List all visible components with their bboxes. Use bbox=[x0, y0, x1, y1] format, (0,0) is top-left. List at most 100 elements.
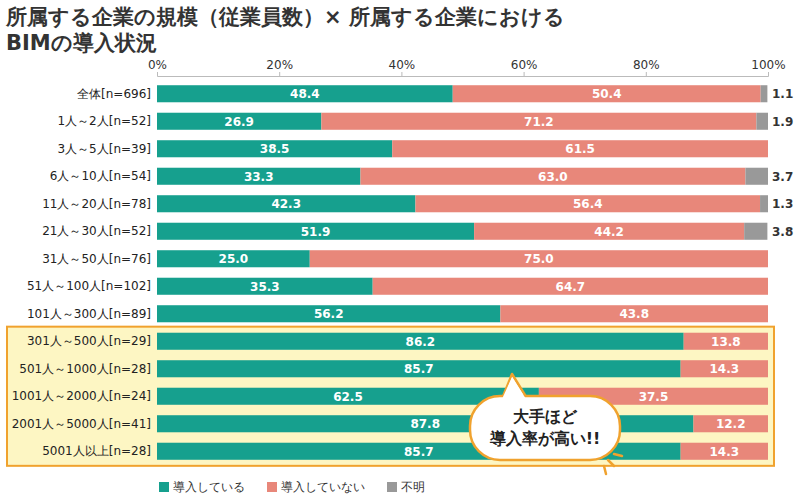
category-label: 全体[n=696] bbox=[77, 87, 151, 101]
category-label: 6人～10人[n=54] bbox=[50, 169, 151, 183]
x-axis: 0% 20% 40% 60% 80% 100% bbox=[148, 58, 786, 77]
data-label: 50.4 bbox=[592, 87, 622, 101]
legend-label: 導入している bbox=[173, 480, 245, 494]
y-tick: 全体[n=696] bbox=[77, 87, 157, 101]
data-label: 37.5 bbox=[639, 390, 669, 404]
bar-segment bbox=[693, 415, 768, 432]
legend-swatch bbox=[159, 482, 169, 492]
x-tick-label: 0% bbox=[148, 58, 167, 72]
x-axis-line bbox=[158, 72, 769, 77]
category-label: 101人～300人[n=89] bbox=[27, 307, 151, 321]
bar-segment bbox=[157, 333, 684, 350]
data-label: 51.9 bbox=[301, 225, 331, 239]
x-tick-mark bbox=[524, 72, 525, 76]
legend-item: 導入している bbox=[159, 480, 245, 494]
data-label: 85.7 bbox=[404, 362, 434, 376]
x-tick: 20% bbox=[266, 58, 293, 76]
data-label: 86.2 bbox=[406, 335, 436, 349]
legend-swatch bbox=[267, 482, 277, 492]
y-tick: 1人～2人[n=52] bbox=[57, 114, 157, 128]
annotation-burst bbox=[614, 454, 622, 456]
bar-segment bbox=[761, 85, 768, 102]
data-label: 44.2 bbox=[594, 225, 624, 239]
bar-segment bbox=[373, 278, 768, 295]
x-tick-mark bbox=[768, 72, 769, 76]
data-label: 1.3 bbox=[772, 197, 793, 211]
bar-segment bbox=[681, 360, 768, 377]
x-tick-label: 40% bbox=[389, 58, 416, 72]
y-tick: 5001人以上[n=28] bbox=[42, 444, 157, 458]
bar-segment bbox=[453, 85, 761, 102]
bar-segment bbox=[157, 250, 310, 267]
data-label: 14.3 bbox=[710, 362, 740, 376]
bar-segment bbox=[157, 305, 500, 322]
highlight-box bbox=[7, 327, 774, 466]
data-label: 38.5 bbox=[260, 142, 290, 156]
data-label: 61.5 bbox=[565, 142, 595, 156]
bar-segment bbox=[745, 168, 768, 185]
y-tick: 11人～20人[n=78] bbox=[42, 197, 157, 211]
data-label: 13.8 bbox=[711, 335, 741, 349]
data-label: 56.4 bbox=[573, 197, 603, 211]
x-tick-mark bbox=[279, 72, 280, 76]
bar-segment bbox=[681, 443, 768, 460]
legend-swatch bbox=[387, 482, 397, 492]
data-label: 35.3 bbox=[250, 280, 280, 294]
data-label: 85.7 bbox=[404, 445, 434, 459]
category-label: 3人～5人[n=39] bbox=[57, 142, 151, 156]
category-label: 31人～50人[n=76] bbox=[42, 252, 151, 266]
bar-segment bbox=[500, 305, 768, 322]
annotation-text: 導入率が高い!! bbox=[489, 429, 601, 448]
category-label: 21人～30人[n=52] bbox=[42, 224, 151, 238]
y-tick: 21人～30人[n=52] bbox=[42, 224, 157, 238]
x-tick-label: 100% bbox=[751, 58, 785, 72]
bar-segment bbox=[157, 168, 360, 185]
data-label: 71.2 bbox=[524, 115, 554, 129]
data-label: 42.3 bbox=[271, 197, 301, 211]
annotation-tail-cover bbox=[502, 377, 526, 399]
legend-label: 導入していない bbox=[281, 480, 365, 494]
chart: 所属する企業の規模（従業員数）× 所属する企業におけるBIMの導入状況 0% 20%… bbox=[0, 0, 800, 500]
x-tick-label: 80% bbox=[633, 58, 660, 72]
category-label: 11人～20人[n=78] bbox=[42, 197, 151, 211]
legend-label: 不明 bbox=[401, 480, 425, 494]
bar-segment bbox=[756, 113, 768, 130]
y-tick: 6人～10人[n=54] bbox=[50, 169, 157, 183]
data-label: 64.7 bbox=[556, 280, 586, 294]
x-tick-label: 20% bbox=[266, 58, 293, 72]
category-label: 51人～100人[n=102] bbox=[27, 279, 151, 293]
data-label: 63.0 bbox=[538, 170, 568, 184]
annotation-text: 大手ほど bbox=[513, 407, 578, 426]
y-tick: 1001人～2000人[n=24] bbox=[12, 389, 157, 403]
legend-item: 導入していない bbox=[267, 480, 365, 494]
data-label: 1.9 bbox=[772, 115, 793, 129]
x-tick-mark bbox=[401, 72, 402, 76]
x-tick: 0% bbox=[148, 58, 167, 76]
bar-segment bbox=[157, 278, 373, 295]
title-line: BIMの導入状況 bbox=[6, 31, 157, 55]
bar-segment bbox=[157, 360, 681, 377]
y-tick: 501人～1000人[n=28] bbox=[19, 362, 157, 376]
y-tick: 31人～50人[n=76] bbox=[42, 252, 157, 266]
title: 所属する企業の規模（従業員数）× 所属する企業におけるBIMの導入状況 bbox=[5, 5, 565, 55]
data-label: 43.8 bbox=[619, 307, 649, 321]
x-tick-mark bbox=[157, 72, 158, 76]
x-tick-label: 60% bbox=[511, 58, 538, 72]
x-tick: 40% bbox=[389, 58, 416, 76]
annotation: 大手ほど導入率が高い!! bbox=[470, 374, 622, 474]
bar-segment bbox=[474, 223, 744, 240]
y-tick: 301人～500人[n=29] bbox=[27, 334, 157, 348]
category-label: 1人～2人[n=52] bbox=[57, 114, 151, 128]
bar-segment bbox=[684, 333, 768, 350]
data-label: 62.5 bbox=[333, 390, 363, 404]
legend-item: 不明 bbox=[387, 480, 425, 494]
bar-segment bbox=[360, 168, 745, 185]
data-label: 1.1 bbox=[772, 87, 793, 101]
annotation-bubble bbox=[470, 396, 620, 460]
bar-segment bbox=[157, 195, 415, 212]
category-label: 5001人以上[n=28] bbox=[42, 444, 151, 458]
data-label: 3.8 bbox=[772, 225, 793, 239]
annotation-burst bbox=[608, 460, 614, 466]
bars bbox=[157, 85, 768, 460]
bar-segment bbox=[157, 85, 453, 102]
